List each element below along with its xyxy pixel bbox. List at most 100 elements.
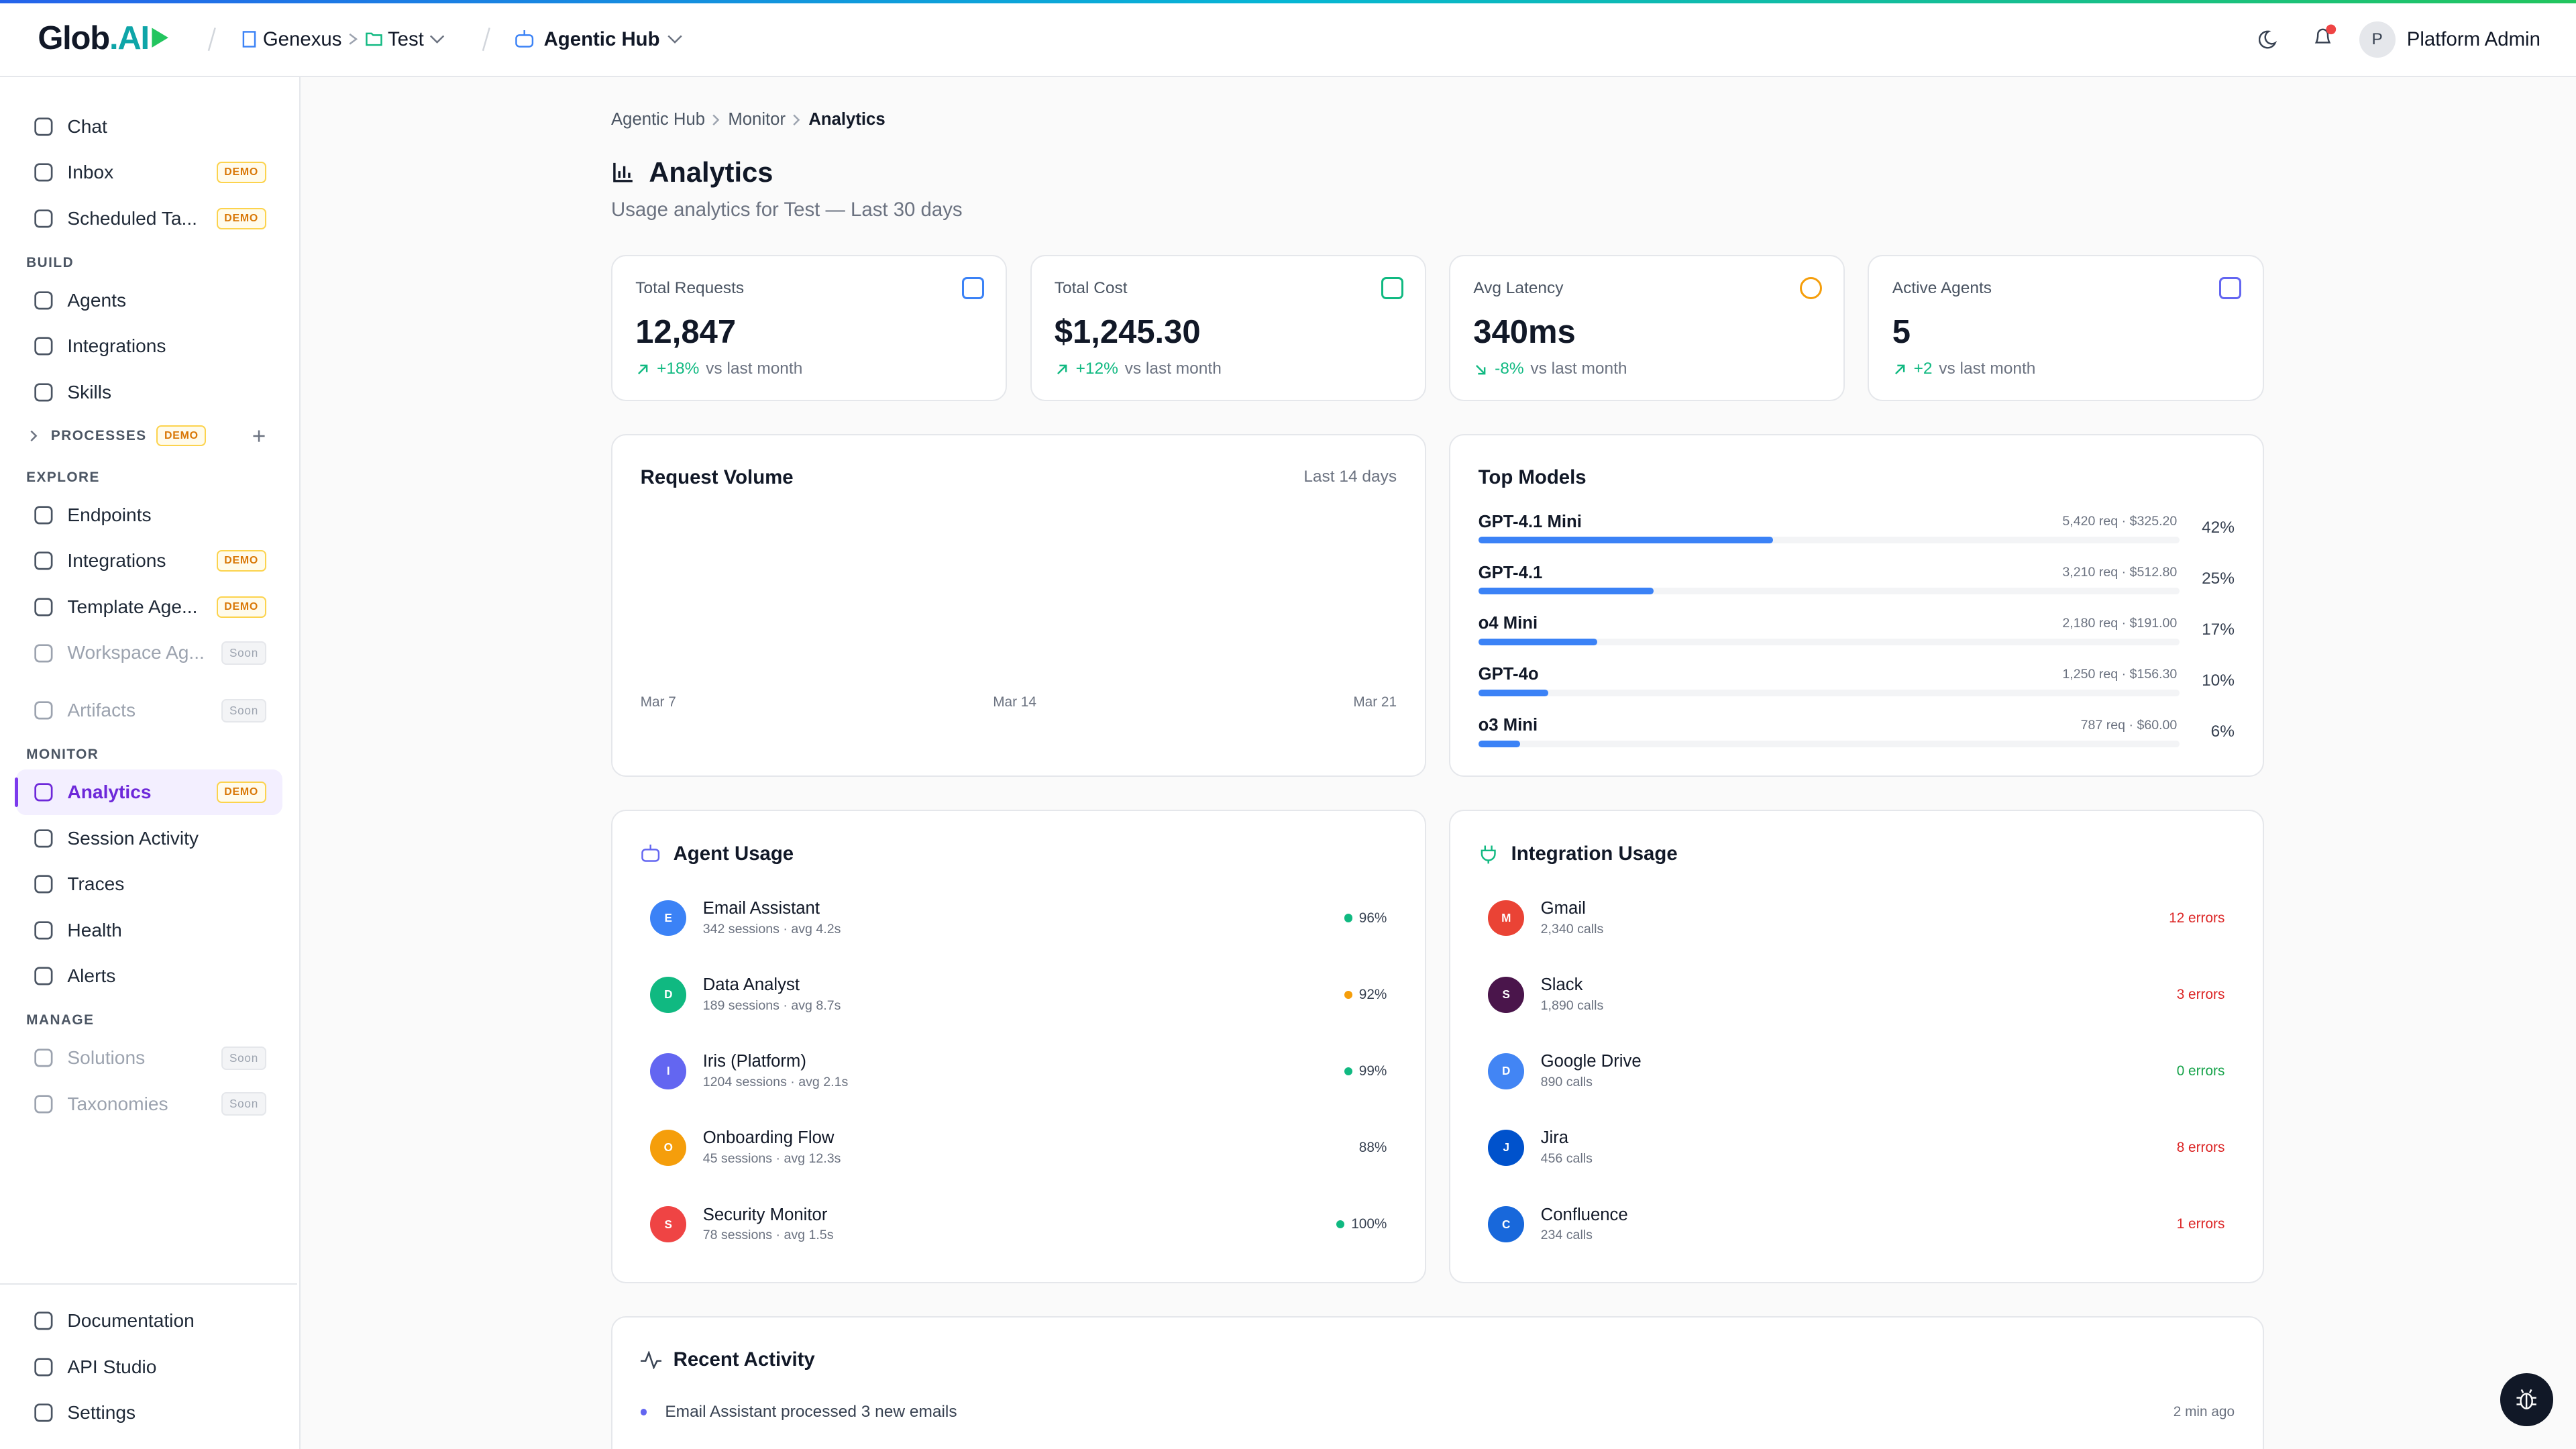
add-process[interactable] bbox=[252, 429, 266, 443]
usage-row[interactable]: D Data Analyst 189 sessions · avg 8.7s 92% bbox=[650, 975, 1387, 1014]
row-text: Slack 1,890 calls bbox=[1541, 975, 1604, 1014]
nav-label: Template Age... bbox=[67, 596, 198, 617]
stat-value: $1,245.30 bbox=[1054, 314, 1201, 351]
app-switcher[interactable]: Agentic Hub bbox=[515, 28, 690, 51]
error-count: 3 errors bbox=[2176, 986, 2225, 1002]
stat-card: Total Requests 12,847 +18% vs last month bbox=[611, 254, 1008, 401]
stat-icon bbox=[962, 277, 985, 300]
error-count: 12 errors bbox=[2169, 910, 2225, 926]
nav-item[interactable]: Health bbox=[16, 908, 282, 954]
stat-change: +18% vs last month bbox=[635, 360, 802, 378]
nav-badge: Soon bbox=[221, 1046, 266, 1070]
card-title: Top Models bbox=[1478, 466, 1587, 489]
org-switcher[interactable]: Genexus Test bbox=[240, 28, 450, 51]
stat-change: +2 vs last month bbox=[1892, 359, 2036, 378]
success: 99% bbox=[1344, 1063, 1387, 1079]
nav-badge: Soon bbox=[221, 1092, 266, 1116]
nav-label: Health bbox=[67, 919, 122, 941]
nav-label: Traces bbox=[67, 873, 125, 895]
nav-item[interactable]: Agents bbox=[16, 277, 282, 323]
breadcrumb: Agentic Hub Monitor Analytics bbox=[611, 110, 885, 129]
nav-icon bbox=[34, 701, 53, 720]
nav-item[interactable]: Session Activity bbox=[16, 815, 282, 861]
nav-item[interactable]: Settings bbox=[16, 1390, 280, 1436]
theme-toggle[interactable] bbox=[2259, 28, 2282, 51]
model-share: 25% bbox=[2202, 570, 2235, 588]
crumb-separator bbox=[712, 114, 720, 125]
activity-dot bbox=[640, 1409, 647, 1415]
nav-item[interactable]: Documentation bbox=[16, 1298, 280, 1344]
usage-row[interactable]: E Email Assistant 342 sessions · avg 4.2s 9… bbox=[650, 898, 1387, 938]
nav-item: Workspace Ag... Soon bbox=[16, 630, 282, 676]
usage-row[interactable]: I Iris (Platform) 1204 sessions · avg 2.1s… bbox=[650, 1051, 1387, 1091]
usage-row[interactable]: J Jira 456 calls 8 errors bbox=[1488, 1128, 2224, 1168]
user-avatar: P bbox=[2359, 21, 2396, 58]
nav-section-label: MANAGE bbox=[26, 1012, 95, 1028]
usage-row[interactable]: O Onboarding Flow 45 sessions · avg 12.3s 8… bbox=[650, 1128, 1387, 1168]
stat-label: Total Requests bbox=[635, 278, 745, 297]
stat-change: -8% vs last month bbox=[1473, 360, 1627, 378]
nav-item[interactable]: Scheduled Ta... DEMO bbox=[16, 195, 282, 241]
nav-icon bbox=[34, 1311, 53, 1330]
user-menu[interactable]: P Platform Admin bbox=[2359, 21, 2540, 58]
avatar: J bbox=[1488, 1129, 1525, 1166]
nav-item[interactable]: Alerts bbox=[16, 953, 282, 1000]
nav-icon bbox=[34, 209, 53, 228]
model-name: o4 Mini bbox=[1478, 614, 1538, 633]
nav-item[interactable]: API Studio bbox=[16, 1344, 280, 1390]
nav-item[interactable]: Skills bbox=[16, 369, 282, 415]
nav-collapsible[interactable]: PROCESSES DEMO bbox=[0, 415, 299, 456]
nav-item[interactable]: Traces bbox=[16, 861, 282, 908]
row-text: Onboarding Flow 45 sessions · avg 12.3s bbox=[703, 1128, 841, 1167]
nav-item[interactable]: Analytics DEMO bbox=[15, 769, 283, 816]
nav-item[interactable]: Inbox DEMO bbox=[16, 150, 282, 196]
nav-item[interactable]: Template Age... DEMO bbox=[16, 584, 282, 631]
usage-row[interactable]: C Confluence 234 calls 1 errors bbox=[1488, 1205, 2224, 1244]
nav-section-label: MONITOR bbox=[26, 747, 99, 763]
nav-item[interactable]: Integrations DEMO bbox=[16, 538, 282, 584]
stat-value: 12,847 bbox=[635, 314, 737, 351]
nav-section-label: EXPLORE bbox=[26, 469, 100, 485]
logo-text: Glob bbox=[38, 20, 110, 57]
status-dot bbox=[1336, 1220, 1345, 1229]
model-bar bbox=[1478, 690, 1549, 696]
nav-item: Solutions Soon bbox=[16, 1035, 282, 1081]
nav-item[interactable]: Integrations bbox=[16, 323, 282, 370]
model-track bbox=[1478, 639, 2180, 645]
usage-row[interactable]: S Slack 1,890 calls 3 errors bbox=[1488, 975, 2224, 1014]
sidebar: Chat Inbox DEMO Scheduled Ta... DEMO BUILD Age… bbox=[0, 77, 301, 1449]
status-dot bbox=[1344, 914, 1352, 922]
nav-item: Artifacts Soon bbox=[16, 688, 282, 734]
row-name: Jira bbox=[1540, 1128, 1569, 1148]
usage-row[interactable]: D Google Drive 890 calls 0 errors bbox=[1488, 1051, 2224, 1091]
nav-group: MONITOR Analytics DEMO Session Activity Trac… bbox=[0, 733, 299, 999]
crumb[interactable]: Monitor bbox=[728, 110, 786, 129]
row-text: Iris (Platform) 1204 sessions · avg 2.1s bbox=[703, 1052, 849, 1090]
row-detail: 1204 sessions · avg 2.1s bbox=[702, 1075, 849, 1090]
row-name: Google Drive bbox=[1540, 1052, 1642, 1071]
model-bar bbox=[1478, 741, 1521, 747]
activity-time: 2 min ago bbox=[2173, 1403, 2235, 1419]
nav-group: EXPLORE Endpoints Integrations DEMO Template… bbox=[0, 456, 299, 676]
debug-button[interactable] bbox=[2500, 1373, 2553, 1426]
top-models-card: Top Models GPT-4.1 Mini 5,420 req · $325.2… bbox=[1448, 433, 2264, 777]
accent-bar bbox=[0, 0, 2576, 3]
nav-item[interactable]: Endpoints bbox=[16, 492, 282, 539]
crumb[interactable]: Agentic Hub bbox=[611, 110, 706, 129]
success: 92% bbox=[1344, 987, 1387, 1003]
model-name: GPT-4.1 bbox=[1478, 563, 1543, 582]
nav-badge: DEMO bbox=[216, 782, 266, 803]
change-note: vs last month bbox=[1939, 359, 2036, 378]
logo[interactable]: Glob.AI bbox=[38, 19, 170, 57]
usage-row[interactable]: M Gmail 2,340 calls 12 errors bbox=[1488, 898, 2224, 938]
nav-badge: Soon bbox=[221, 641, 266, 665]
nav-label: Solutions bbox=[67, 1047, 146, 1069]
notifications[interactable] bbox=[2310, 23, 2339, 52]
model-detail: 3,210 req · $512.80 bbox=[2062, 564, 2178, 580]
row-text: Security Monitor 78 sessions · avg 1.5s bbox=[703, 1205, 834, 1244]
card-title: Request Volume bbox=[640, 466, 794, 489]
usage-row[interactable]: S Security Monitor 78 sessions · avg 1.5s 1… bbox=[650, 1205, 1387, 1244]
model-share: 17% bbox=[2202, 621, 2235, 639]
nav-item[interactable]: Chat bbox=[16, 103, 282, 150]
card-heading: Integration Usage bbox=[1479, 843, 1678, 865]
